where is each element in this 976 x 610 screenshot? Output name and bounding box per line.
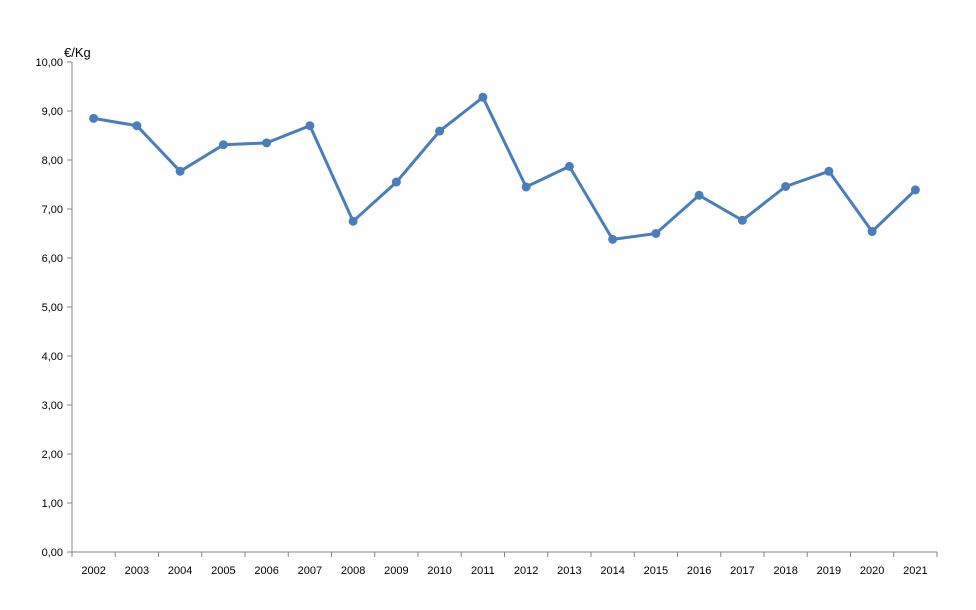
data-point xyxy=(521,182,531,192)
x-tick-label: 2011 xyxy=(471,565,495,577)
data-point xyxy=(694,190,704,200)
x-tick-label: 2018 xyxy=(773,565,797,577)
y-tick-label: 8,00 xyxy=(42,155,63,167)
y-tick-label: 0,00 xyxy=(42,547,63,559)
x-tick-label: 2004 xyxy=(168,565,192,577)
data-point xyxy=(737,215,747,225)
data-point xyxy=(824,166,834,176)
y-tick-label: 2,00 xyxy=(42,449,63,461)
x-tick-label: 2021 xyxy=(903,565,927,577)
x-tick-label: 2008 xyxy=(341,565,365,577)
data-point xyxy=(348,216,358,226)
y-axis-unit-label: €/Kg xyxy=(64,45,91,60)
y-tick-label: 1,00 xyxy=(42,498,63,510)
data-point xyxy=(262,138,272,148)
x-tick-label: 2003 xyxy=(125,565,149,577)
x-tick-label: 2010 xyxy=(427,565,451,577)
x-tick-label: 2014 xyxy=(600,565,624,577)
x-tick-label: 2017 xyxy=(730,565,754,577)
y-tick-label: 9,00 xyxy=(42,106,63,118)
y-tick-label: 3,00 xyxy=(42,400,63,412)
x-tick-label: 2012 xyxy=(514,565,538,577)
x-tick-label: 2013 xyxy=(557,565,581,577)
x-tick-label: 2020 xyxy=(860,565,884,577)
series-line xyxy=(93,95,917,241)
y-tick-label: 10,00 xyxy=(35,57,63,69)
x-tick-label: 2015 xyxy=(644,565,668,577)
data-point xyxy=(867,227,877,237)
data-point xyxy=(651,229,661,238)
data-point xyxy=(564,161,574,171)
y-tick-label: 4,00 xyxy=(42,351,63,363)
data-point xyxy=(608,234,618,244)
data-point xyxy=(175,166,185,176)
data-point xyxy=(435,126,445,136)
x-tick-label: 2009 xyxy=(384,565,408,577)
x-tick-label: 2019 xyxy=(817,565,841,577)
data-point xyxy=(305,121,315,131)
data-point xyxy=(89,113,99,123)
x-tick-label: 2002 xyxy=(81,565,105,577)
data-point xyxy=(218,140,228,150)
x-tick-label: 2016 xyxy=(687,565,711,577)
y-tick-label: 6,00 xyxy=(42,253,63,265)
x-tick-label: 2006 xyxy=(254,565,278,577)
data-point xyxy=(478,92,488,102)
data-point xyxy=(132,121,142,131)
data-point xyxy=(910,185,920,195)
y-tick-label: 7,00 xyxy=(42,204,63,216)
x-tick-label: 2005 xyxy=(211,565,235,577)
y-tick-label: 5,00 xyxy=(42,302,63,314)
data-point xyxy=(781,181,791,191)
x-tick-label: 2007 xyxy=(298,565,322,577)
data-point xyxy=(391,177,401,187)
